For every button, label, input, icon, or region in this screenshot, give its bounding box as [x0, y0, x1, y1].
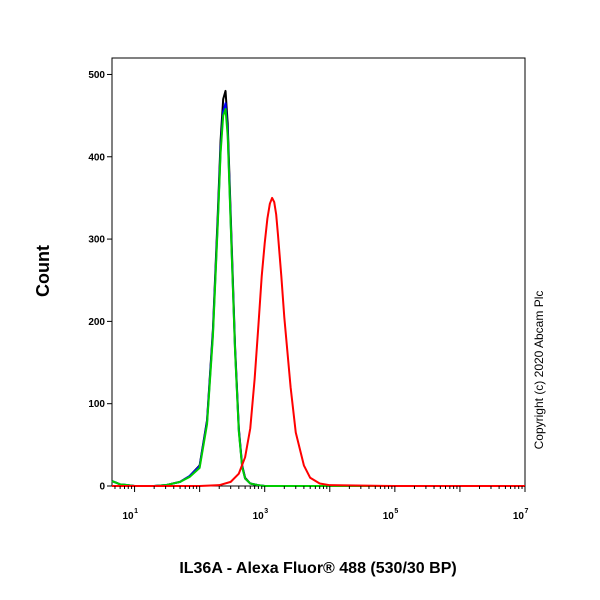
series-line-4	[112, 196, 525, 487]
x-tick-base: 10	[253, 511, 265, 522]
plot-frame	[111, 57, 526, 487]
y-tick-label: 100	[88, 399, 105, 410]
x-tick-exponent: 5	[394, 508, 398, 515]
x-axis: 10 1 10 3 10 5 10 7	[114, 486, 529, 522]
copyright-annotation: Copyright (c) 2020 Abcam Plc	[532, 291, 546, 450]
y-tick-label: 0	[99, 482, 105, 493]
y-tick-label: 200	[88, 317, 105, 328]
x-tick-base: 10	[513, 511, 525, 522]
y-axis: 0 100 200 300 400 500	[88, 70, 112, 493]
x-tick-exponent: 3	[264, 508, 268, 515]
x-tick-base: 10	[122, 511, 134, 522]
x-tick-base: 10	[383, 511, 395, 522]
x-axis-label: IL36A - Alexa Fluor® 488 (530/30 BP)	[179, 560, 456, 577]
y-tick-label: 400	[88, 152, 105, 163]
x-tick-exponent: 7	[525, 508, 529, 515]
y-tick-label: 300	[88, 235, 105, 246]
x-tick-label: 10 1	[122, 508, 138, 522]
y-axis-label: Count	[33, 245, 53, 297]
series-layer	[111, 89, 525, 487]
x-tick-label: 10 5	[383, 508, 399, 522]
x-tick-label: 10 3	[253, 508, 269, 522]
y-tick-label: 500	[88, 70, 105, 81]
x-tick-exponent: 1	[134, 508, 138, 515]
x-tick-label: 10 7	[513, 508, 529, 522]
